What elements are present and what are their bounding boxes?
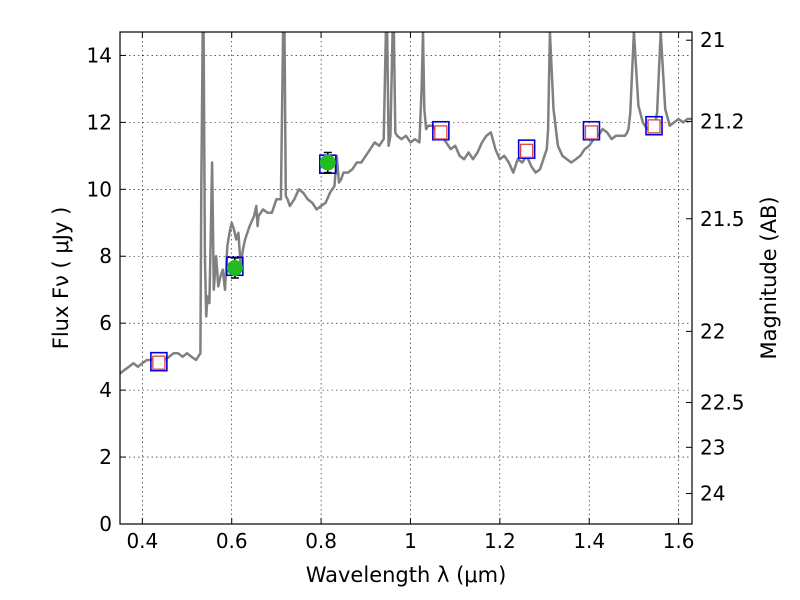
plot-frame: [119, 31, 693, 525]
observed-flux-marker: [584, 125, 599, 140]
x-tick-label: 1.4: [573, 529, 605, 553]
x-tick-label: 1.2: [484, 529, 516, 553]
right-tick-label: 23: [700, 435, 725, 459]
model-flux-box: [432, 120, 450, 141]
ticks-layer: [120, 32, 692, 525]
x-axis-title: Wavelength λ (μm): [306, 563, 507, 587]
y-tick-label: 0: [99, 512, 112, 536]
x-tick-label: 0.4: [126, 529, 158, 553]
y-axis-title: Flux Fν ( μJy ): [49, 207, 73, 350]
spectrum-layer: [120, 32, 692, 375]
spectrum-line: [120, 32, 692, 375]
model-flux-box: [150, 351, 168, 372]
observed-flux-marker: [520, 143, 534, 158]
right-tick-label: 21: [700, 28, 725, 52]
observed-flux-marker: [434, 125, 448, 140]
y-tick-label: 6: [99, 311, 112, 335]
y-tick-label: 14: [87, 43, 112, 67]
y-tick-label: 12: [87, 110, 112, 134]
right-axis-title: Magnitude (AB): [757, 196, 781, 359]
observed-flux-marker: [226, 259, 243, 276]
right-tick-label: 22.5: [700, 390, 745, 414]
right-tick-label: 21.2: [700, 110, 745, 134]
model-flux-box: [645, 115, 663, 136]
y-tick-label: 4: [99, 378, 112, 402]
x-tick-label: 0.6: [216, 529, 248, 553]
y-tick-label: 8: [99, 244, 112, 268]
tick-labels-layer: 0.4 0.6 0.8 1 1.2 1.4 1.6024681012142121.221.5…: [87, 28, 745, 553]
observed-flux-marker: [152, 355, 166, 370]
photometry-layer: [150, 115, 663, 372]
y-tick-label: 10: [87, 177, 112, 201]
right-tick-label: 24: [700, 481, 725, 505]
right-tick-label: 22: [700, 319, 725, 343]
right-tick-label: 21.5: [700, 207, 745, 231]
x-tick-label: 1.6: [663, 529, 695, 553]
observed-flux-marker: [319, 154, 336, 171]
model-flux-box: [582, 120, 601, 141]
model-flux-box: [517, 139, 536, 159]
y-tick-label: 2: [99, 445, 112, 469]
observed-flux-marker: [647, 119, 661, 134]
x-tick-label: 0.8: [305, 529, 337, 553]
x-tick-label: 1: [404, 529, 417, 553]
